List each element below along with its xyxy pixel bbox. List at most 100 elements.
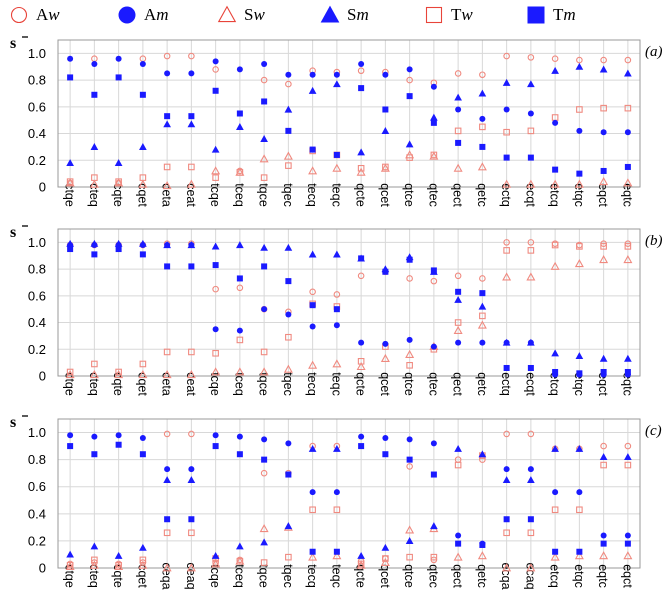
panel-b-ytick-label: 0: [39, 369, 46, 384]
panel-c-point-tm: [552, 548, 559, 555]
panel-b-point-tm: [430, 267, 437, 274]
legend-marker-sm: [320, 5, 340, 23]
panel-a-ytick-label: 1.0: [28, 46, 46, 61]
panel-c-point-tm: [261, 456, 268, 463]
panel-c-point-tm: [139, 451, 146, 458]
panel-c-point-sw: [526, 563, 536, 572]
panel-a-point-sw: [186, 179, 196, 188]
panel-a-category-label: qcet: [378, 183, 392, 207]
panel-b-point-tm: [188, 263, 195, 270]
panel-a-point-am: [527, 110, 534, 117]
panel-c-point-aw: [406, 463, 413, 470]
panel-a-point-tm: [212, 87, 219, 94]
panel-c-point-tw: [115, 561, 122, 569]
panel-a-point-sm: [333, 80, 341, 88]
panel-b-category-label: cqte: [111, 372, 125, 396]
panel-c-point-tw: [454, 461, 462, 469]
panel-a-point-tw: [527, 127, 535, 135]
panel-a-point-am: [115, 55, 122, 62]
panel-c-category-label: qtec: [426, 564, 440, 588]
legend-item-sm: Sm: [319, 4, 369, 26]
panel-c-point-am: [576, 489, 583, 496]
panel-a-point-sw: [623, 178, 633, 187]
panel-c-frame: [57, 418, 641, 569]
panel-c-point-am: [285, 440, 292, 447]
panel-a-point-sw: [550, 179, 560, 188]
panel-a-point-aw: [551, 55, 559, 63]
panel-c-point-tw: [551, 506, 559, 514]
legend-marker-tm: [527, 6, 545, 24]
panel-c-point-am: [67, 432, 74, 439]
panel-a-point-am: [576, 127, 583, 134]
panel-c-category-label: ecqa: [499, 562, 513, 589]
panel-b-point-aw: [357, 272, 365, 280]
panel-b-category-label: tqce: [257, 372, 271, 396]
panel-c-point-sm: [478, 450, 487, 458]
legend: Aw Am Sw Sm Tw Tm: [0, 0, 669, 30]
panel-a-point-sm: [236, 123, 244, 130]
panel-b-category-label: ctqe: [63, 372, 77, 396]
panel-a-point-sm: [211, 145, 220, 153]
panel-a-point-am: [358, 61, 365, 68]
panel-a-point-sw: [89, 179, 99, 188]
panel-c-point-am: [212, 432, 219, 439]
panel-b-point-aw: [503, 239, 510, 246]
panel-c-point-sm: [502, 476, 511, 484]
panel-c-point-tm: [600, 540, 607, 547]
panel-c-point-tw: [188, 529, 195, 537]
panel-a-point-sm: [405, 140, 414, 148]
legend-marker-tw: [425, 6, 443, 24]
panel-a-point-tm: [358, 85, 365, 92]
panel-c-point-tm: [309, 548, 316, 555]
panel-b-point-tw: [503, 247, 510, 254]
panel-a-point-sw: [526, 179, 536, 188]
panel-c-point-sw: [623, 551, 633, 560]
panel-a-point-tm: [576, 170, 583, 177]
legend-marker-am: [118, 6, 136, 24]
panel-c-category-label: tcqe: [208, 564, 222, 588]
panel-c-category-label: eqct: [620, 564, 634, 588]
panel-a-category-label: etcq: [548, 183, 562, 207]
panel-c: 0 0.2 0.4 0.6 0.8 1.0 s (c) ctqe cteq cqte cqet ceqa…: [10, 414, 662, 590]
panel-c-point-am: [236, 433, 243, 440]
panel-c-point-sw: [599, 551, 609, 560]
panel-c-point-sw: [332, 551, 342, 560]
panel-b-point-sm: [260, 243, 268, 251]
panel-a-point-sw: [65, 178, 75, 187]
panel-a-plot-area: [58, 40, 640, 187]
panel-c-point-aw: [503, 430, 510, 438]
panel-c-point-tm: [164, 516, 171, 523]
panel-b-ytick-label: 0.4: [28, 315, 46, 330]
panel-c-point-tw: [91, 556, 98, 564]
panel-b-point-tm: [309, 302, 316, 309]
panel-b-point-sm: [527, 338, 535, 346]
panel-b-point-sw: [235, 367, 245, 376]
panel-c-point-tm: [406, 456, 413, 463]
panel-c-point-am: [358, 433, 365, 440]
panel-c-category-label: qtce: [402, 564, 416, 588]
panel-b-point-sw: [574, 259, 584, 268]
panel-c-point-sw: [308, 552, 318, 561]
legend-label-sm: Sm: [347, 5, 369, 24]
panel-b-point-sw: [477, 320, 487, 329]
legend-item-sw: Sw: [216, 4, 265, 26]
panel-a-point-aw: [624, 56, 632, 64]
panel-b-point-tm: [527, 364, 534, 371]
panel-c-point-tm: [382, 451, 389, 458]
legend-item-tw: Tw: [423, 4, 473, 26]
panel-c-point-sw: [138, 560, 148, 569]
panel-b-point-sw: [259, 367, 269, 376]
panel-c-point-sw: [550, 552, 560, 561]
panel-a-point-tw: [576, 106, 583, 113]
panel-c-category-label: ceaq: [184, 562, 198, 589]
panel-a-point-tw: [139, 174, 147, 181]
panel-a-point-tm: [309, 146, 316, 153]
panel-b-point-tm: [552, 368, 559, 375]
legend-label-sw: Sw: [244, 5, 265, 24]
panel-c-point-am: [309, 489, 316, 496]
panel-a-point-tw: [454, 127, 462, 135]
legend-item-aw: Aw: [8, 4, 60, 26]
panel-b-category-label: qtce: [402, 372, 416, 396]
panel-c-point-am: [600, 532, 607, 539]
panel-a-point-sw: [356, 167, 366, 176]
